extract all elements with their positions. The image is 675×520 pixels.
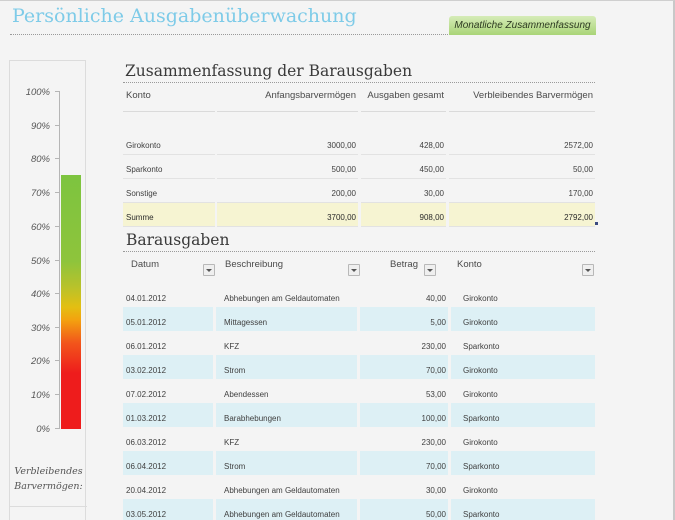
gauge-tick: 70% — [10, 187, 63, 199]
col-header-datum: Datum — [131, 259, 159, 270]
filter-dropdown-beschreibung[interactable] — [348, 264, 360, 276]
col-header-betrag: Betrag — [390, 259, 418, 270]
table-row[interactable]: Girokonto 3000,00 428,00 2572,00 — [123, 131, 595, 155]
remaining-cash-gauge: 100% 90% 80% 70% 60% 50% 40% 30% 20% 10%… — [9, 60, 87, 520]
gauge-tick: 40% — [10, 288, 63, 300]
gauge-tick: 80% — [10, 153, 63, 165]
filter-dropdown-datum[interactable] — [203, 264, 215, 276]
table-row[interactable]: 03.05.2012 Abhebungen am Geldautomaten 5… — [123, 499, 595, 520]
summary-divider — [123, 82, 595, 83]
table-row[interactable]: 05.01.2012 Mittagessen 5,00 Girokonto — [123, 307, 595, 331]
col-header-start: Anfangsbarvermögen — [217, 88, 358, 112]
table-row[interactable]: 06.04.2012 Strom 70,00 Sparkonto — [123, 451, 595, 475]
col-header-spent: Ausgaben gesamt — [361, 88, 446, 112]
gauge-tick: 0% — [10, 423, 63, 435]
gauge-tick: 10% — [10, 389, 63, 401]
summary-total-row[interactable]: Summe 3700,00 908,00 2792,00 — [123, 203, 598, 227]
filter-dropdown-betrag[interactable] — [424, 264, 436, 276]
expenses-divider — [123, 251, 595, 252]
gauge-tick: 30% — [10, 322, 63, 334]
col-header-remaining: Verbleibendes Barvermögen — [449, 88, 595, 112]
table-row[interactable]: 20.04.2012 Abhebungen am Geldautomaten 3… — [126, 486, 498, 495]
expenses-table: Datum Beschreibung Betrag Konto 04.01.20… — [123, 257, 595, 520]
table-row[interactable]: Sparkonto 500,00 450,00 50,00 — [123, 155, 595, 179]
gauge-tick: 60% — [10, 221, 63, 233]
summary-title: Zusammenfassung der Barausgaben — [125, 62, 413, 80]
filter-dropdown-konto[interactable] — [582, 264, 594, 276]
gauge-bar — [61, 174, 81, 429]
col-header-konto: Konto — [457, 259, 482, 270]
page-title: Persönliche Ausgabenüberwachung — [12, 5, 357, 27]
expenses-title: Barausgaben — [126, 231, 230, 249]
gauge-tick: 20% — [10, 355, 63, 367]
summary-table: Konto Anfangsbarvermögen Ausgaben gesamt… — [123, 88, 598, 227]
table-row[interactable]: 03.02.2012 Strom 70,00 Girokonto — [123, 355, 595, 379]
table-row[interactable]: 06.03.2012 KFZ 230,00 Girokonto — [126, 438, 498, 447]
gauge-tick: 50% — [10, 255, 63, 267]
table-resize-handle[interactable] — [595, 222, 598, 225]
gauge-tick: 100% — [10, 86, 63, 98]
table-row[interactable]: 04.01.2012 Abhebungen am Geldautomaten 4… — [126, 294, 498, 303]
table-row[interactable]: Sonstige 200,00 30,00 170,00 — [123, 179, 595, 203]
gauge-divider — [10, 506, 87, 507]
monthly-summary-button[interactable]: Monatliche Zusammenfassung — [449, 16, 596, 35]
table-row[interactable]: 06.01.2012 KFZ 230,00 Sparkonto — [126, 342, 500, 351]
expenses-header-row: Datum Beschreibung Betrag Konto — [123, 257, 595, 283]
table-row[interactable]: 07.02.2012 Abendessen 53,00 Girokonto — [126, 390, 498, 399]
table-row[interactable]: 01.03.2012 Barabhebungen 100,00 Sparkont… — [123, 403, 595, 427]
title-divider — [10, 34, 596, 35]
gauge-tick: 90% — [10, 120, 63, 132]
col-header-beschreibung: Beschreibung — [225, 259, 284, 270]
col-header-konto: Konto — [123, 88, 215, 112]
gauge-label: Verbleibendes Barvermögen: — [14, 466, 83, 492]
summary-header-row: Konto Anfangsbarvermögen Ausgaben gesamt… — [123, 88, 595, 112]
